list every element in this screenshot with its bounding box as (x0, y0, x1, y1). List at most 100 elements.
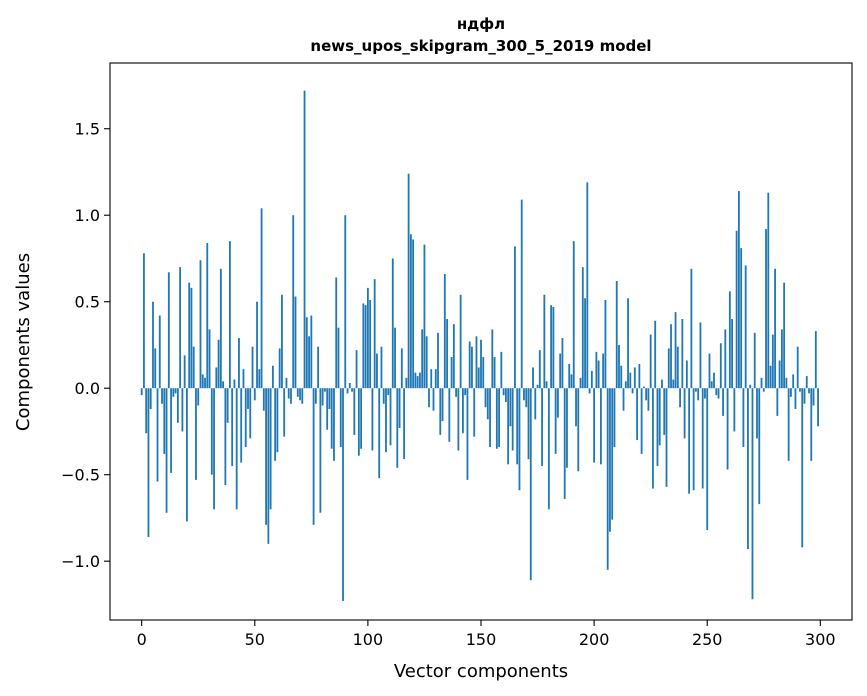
bar-114 (398, 388, 401, 428)
bar-31 (210, 388, 213, 475)
x-tick-label: 300 (805, 630, 836, 649)
bars-group (140, 90, 819, 601)
bar-229 (658, 388, 661, 446)
bar-75 (310, 315, 313, 389)
bar-284 (783, 282, 786, 389)
bar-256 (719, 343, 722, 389)
bar-167 (518, 388, 521, 491)
bar-294 (805, 376, 808, 389)
bar-234 (670, 324, 672, 389)
bar-240 (683, 388, 686, 439)
bar-124 (421, 329, 424, 389)
bar-269 (749, 384, 752, 389)
bar-84 (330, 388, 333, 449)
bar-105 (378, 388, 381, 479)
bar-244 (692, 388, 695, 491)
bar-250 (706, 388, 709, 531)
bar-172 (529, 388, 532, 581)
y-tick-label: 0.5 (75, 293, 100, 312)
bar-47 (247, 388, 249, 409)
bar-228 (656, 388, 659, 467)
bar-30 (208, 329, 211, 389)
bar-253 (713, 372, 715, 389)
bar-132 (439, 388, 442, 435)
bar-247 (699, 322, 702, 389)
bar-153 (486, 388, 489, 420)
bar-262 (733, 388, 736, 432)
bar-32 (213, 388, 215, 510)
bar-297 (812, 388, 815, 406)
bar-39 (228, 241, 231, 389)
bar-117 (405, 377, 408, 389)
bar-136 (448, 388, 451, 442)
bar-14 (172, 388, 175, 397)
bar-255 (717, 388, 720, 399)
bar-91 (346, 388, 349, 394)
bar-80 (321, 388, 324, 406)
bar-107 (382, 388, 385, 404)
bar-110 (389, 388, 392, 446)
bar-291 (799, 388, 801, 392)
bar-12 (167, 272, 170, 389)
bar-125 (423, 244, 426, 389)
bar-128 (430, 369, 433, 389)
bar-195 (581, 267, 584, 389)
bar-279 (771, 334, 774, 389)
bar-46 (244, 388, 247, 448)
bar-282 (778, 360, 781, 389)
bar-130 (434, 369, 437, 389)
bar-219 (636, 388, 638, 441)
bar-197 (586, 182, 589, 389)
bar-29 (206, 242, 209, 389)
bar-182 (552, 306, 555, 389)
x-tick-label: 250 (692, 630, 723, 649)
bar-231 (663, 388, 666, 435)
bar-295 (808, 388, 810, 394)
bar-89 (342, 388, 344, 601)
bar-108 (385, 388, 387, 453)
bar-87 (337, 327, 340, 389)
bar-67 (292, 215, 295, 389)
bar-198 (588, 388, 591, 394)
bar-90 (344, 215, 347, 389)
bar-35 (219, 268, 222, 389)
bar-2 (145, 388, 148, 434)
bar-168 (520, 199, 523, 389)
bar-196 (584, 298, 586, 389)
bar-190 (570, 374, 573, 389)
bar-100 (366, 287, 369, 389)
bar-165 (514, 246, 516, 389)
bar-73 (305, 317, 308, 389)
bar-38 (226, 388, 229, 423)
bar-50 (253, 388, 256, 401)
bar-18 (181, 388, 184, 432)
bar-245 (695, 388, 697, 392)
bar-220 (638, 363, 641, 389)
bar-126 (425, 336, 428, 389)
bar-252 (710, 381, 713, 389)
x-axis-label: Vector components (394, 661, 568, 682)
bar-183 (554, 388, 557, 454)
bar-283 (780, 329, 783, 389)
bar-121 (414, 372, 417, 389)
bar-201 (595, 351, 598, 389)
x-tick-label: 100 (353, 630, 384, 649)
bar-285 (785, 377, 788, 389)
bar-70 (299, 388, 301, 401)
bar-44 (240, 388, 243, 463)
bar-64 (285, 377, 288, 389)
bar-79 (319, 388, 322, 513)
bar-187 (563, 388, 566, 499)
bar-123 (419, 372, 421, 389)
bar-268 (747, 388, 749, 550)
bar-131 (437, 332, 439, 389)
bar-254 (715, 388, 718, 396)
bar-34 (217, 339, 220, 389)
bar-223 (645, 388, 648, 401)
bar-147 (473, 388, 476, 437)
bar-257 (722, 388, 724, 416)
bar-143 (464, 388, 467, 396)
bar-10 (163, 388, 166, 454)
bar-181 (550, 305, 553, 389)
